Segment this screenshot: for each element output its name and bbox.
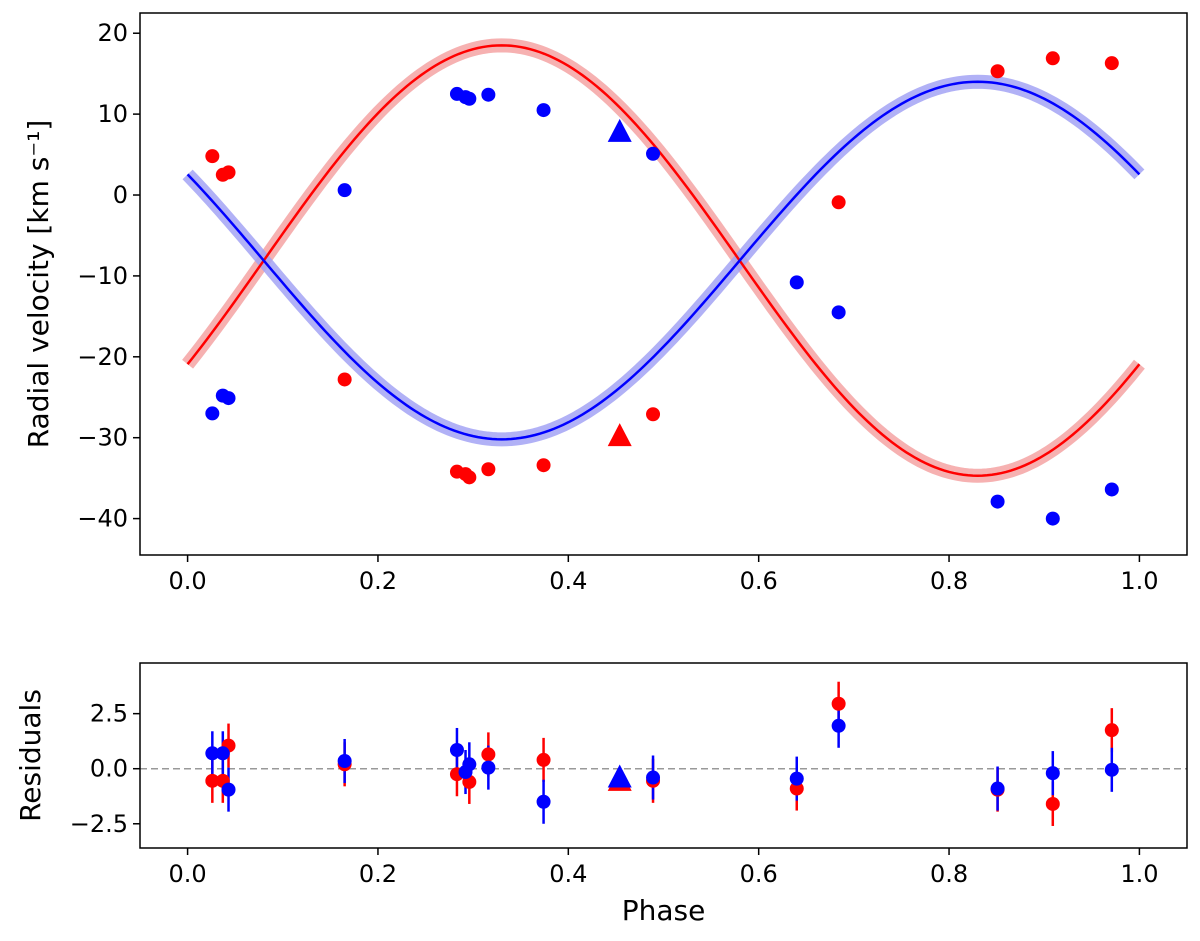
secondary-data-point — [221, 782, 236, 797]
primary-data-point — [481, 462, 496, 477]
primary-data-point — [205, 149, 220, 164]
radial-velocity-panel: 0.0 0.2 0.4 0.6 0.8 1.0 −40 −30 −20 −10 0 10 20 Radi… — [22, 12, 1188, 595]
residuals-panel: 0.0 0.2 0.4 0.6 0.8 1.0 −2.5 0.0 2.5 Residuals P… — [14, 662, 1188, 927]
secondary-data-point — [1045, 511, 1060, 526]
primary-data-point — [1104, 56, 1119, 71]
secondary-model-band — [182, 74, 1145, 447]
primary-data-point — [462, 470, 477, 485]
radial-velocity-xtick-label: 0.4 — [549, 567, 587, 595]
radial-velocity-xtick-label: 0.6 — [740, 567, 778, 595]
primary-data-point — [831, 696, 846, 711]
residuals-xtick-label: 1.0 — [1120, 860, 1158, 888]
radial-velocity-xtick-label: 0.2 — [359, 567, 397, 595]
residuals-xtick-label: 0.8 — [930, 860, 968, 888]
secondary-data-point — [481, 87, 496, 102]
secondary-data-point — [1104, 762, 1119, 777]
radial-velocity-axes-frame — [139, 12, 1188, 556]
residuals-xtick-label: 0.6 — [740, 860, 778, 888]
primary-data-point — [990, 64, 1005, 79]
radial-velocity-xtick-label: 0.0 — [169, 567, 207, 595]
primary-data-point — [536, 458, 551, 473]
secondary-data-point — [990, 781, 1005, 796]
radial-velocity-ytick-label: −20 — [77, 343, 128, 371]
secondary-data-point — [789, 275, 804, 290]
secondary-triangle-point — [607, 118, 632, 142]
secondary-data-point — [337, 183, 352, 198]
primary-data-point — [831, 195, 846, 210]
secondary-data-point — [337, 754, 352, 769]
secondary-data-point — [536, 103, 551, 118]
secondary-data-point — [462, 91, 477, 106]
secondary-data-point — [449, 742, 464, 757]
residuals-axes-frame — [139, 662, 1188, 849]
primary-model-curve — [186, 44, 1141, 477]
primary-data-point — [1104, 723, 1119, 738]
secondary-triangle-point — [607, 764, 632, 788]
secondary-data-point — [221, 391, 236, 406]
primary-triangle-point — [607, 423, 632, 447]
secondary-data-point — [205, 406, 220, 421]
primary-data-point — [1045, 51, 1060, 66]
radial-velocity-xtick-label: 1.0 — [1120, 567, 1158, 595]
primary-data-point — [536, 752, 551, 767]
secondary-model-curve — [186, 80, 1141, 441]
primary-data-point — [221, 165, 236, 180]
primary-data-point — [481, 747, 496, 762]
residuals-ytick-label: 2.5 — [90, 700, 128, 728]
secondary-data-point — [215, 746, 230, 761]
secondary-data-point — [990, 494, 1005, 509]
residuals-xtick-label: 0.4 — [549, 860, 587, 888]
radial-velocity-ytick-label: 10 — [97, 100, 128, 128]
primary-model-band — [182, 38, 1145, 483]
radial-velocity-xtick-label: 0.8 — [930, 567, 968, 595]
secondary-data-point — [205, 746, 220, 761]
radial-velocity-ytick-label: −10 — [77, 262, 128, 290]
secondary-data-point — [789, 771, 804, 786]
residuals-ylabel: Residuals — [14, 689, 47, 822]
primary-data-point — [646, 407, 661, 422]
secondary-data-point — [646, 146, 661, 161]
radial-velocity-ytick-label: 0 — [113, 181, 128, 209]
secondary-data-point — [462, 757, 477, 772]
primary-data-point — [1045, 796, 1060, 811]
radial-velocity-ytick-label: 20 — [97, 19, 128, 47]
residuals-xtick-label: 0.0 — [169, 860, 207, 888]
secondary-data-point — [831, 718, 846, 733]
secondary-data-point — [536, 794, 551, 809]
secondary-data-point — [831, 305, 846, 320]
secondary-data-point — [646, 770, 661, 785]
residuals-xtick-label: 0.2 — [359, 860, 397, 888]
secondary-data-point — [481, 760, 496, 775]
residuals-ytick-label: −2.5 — [70, 810, 128, 838]
primary-data-point — [337, 372, 352, 387]
secondary-data-point — [1104, 482, 1119, 497]
secondary-data-point — [1045, 766, 1060, 781]
radial-velocity-ytick-label: −30 — [77, 424, 128, 452]
phase-xlabel: Phase — [622, 894, 706, 927]
residuals-ytick-label: 0.0 — [90, 755, 128, 783]
primary-data-point — [789, 781, 804, 796]
primary-data-point — [205, 773, 220, 788]
radial-velocity-ytick-label: −40 — [77, 505, 128, 533]
radial-velocity-ylabel: Radial velocity [km s⁻¹] — [22, 120, 55, 449]
